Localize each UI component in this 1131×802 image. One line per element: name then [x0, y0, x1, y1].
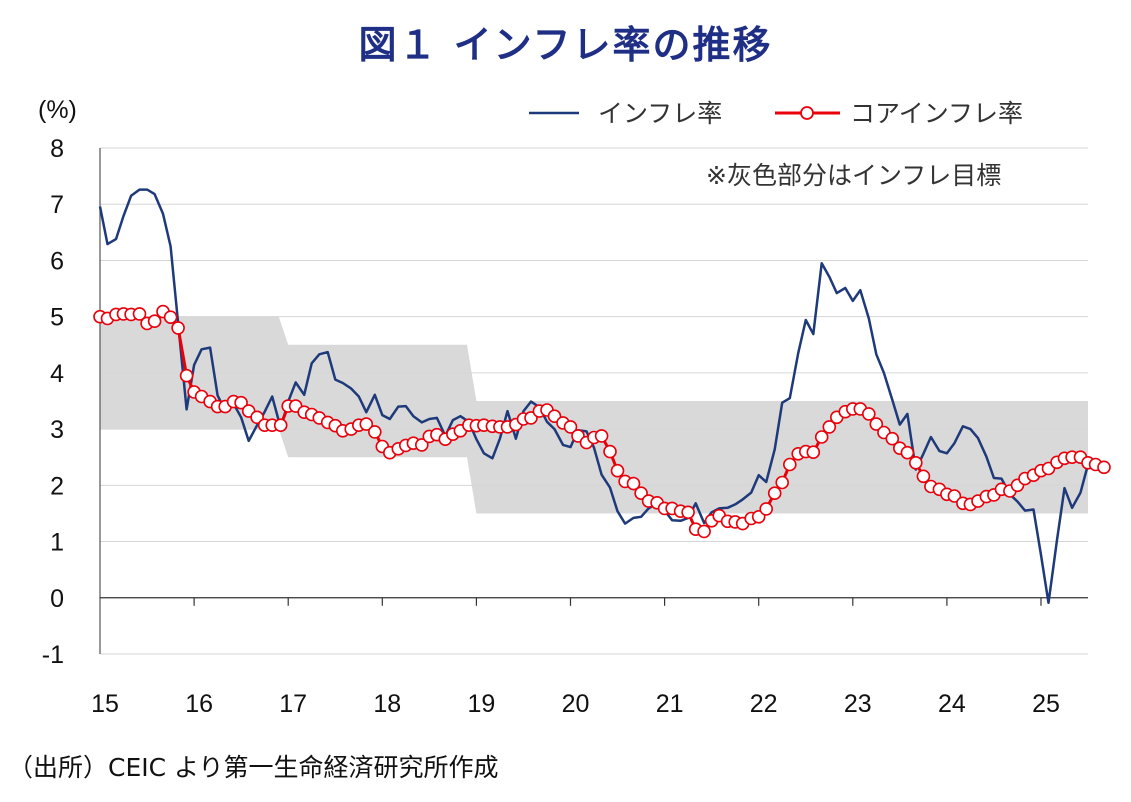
source-note: （出所）CEIC より第一生命経済研究所作成: [8, 753, 499, 782]
series-point-core: [179, 368, 194, 383]
series-layer: [93, 188, 1111, 605]
legend: インフレ率 コアインフレ率: [529, 99, 1023, 128]
series-point-core: [885, 431, 900, 446]
series-line-inflation: [98, 188, 1090, 605]
y-axis-unit-label: (%): [38, 96, 77, 124]
y-tick-label: 3: [50, 416, 64, 444]
series-point-core: [367, 425, 382, 439]
grid-layer: [100, 147, 1088, 655]
y-tick-label: 7: [50, 191, 64, 219]
x-tick-label: 17: [279, 690, 307, 718]
series-point-core: [806, 445, 821, 460]
x-tick-label: 25: [1032, 690, 1060, 718]
series-point-core: [132, 307, 147, 321]
y-tick-label: 1: [50, 529, 64, 557]
legend-label-core: コアインフレ率: [850, 99, 1023, 128]
series-point-core: [916, 469, 931, 484]
series-point-core: [814, 430, 829, 444]
series-point-core: [900, 445, 915, 460]
series-point-core: [563, 420, 578, 434]
y-tick-label: 2: [50, 472, 64, 500]
series-point-core: [171, 321, 185, 335]
y-tick-label: -1: [42, 641, 64, 669]
target-band-note: ※灰色部分はインフレ目標: [706, 161, 1001, 190]
x-tick-label: 15: [91, 690, 119, 718]
x-tick-label: 22: [750, 690, 778, 718]
legend-marker-core: [800, 106, 814, 120]
series-point-core: [414, 438, 429, 452]
series-point-core: [775, 475, 790, 490]
series-point-core: [163, 310, 178, 325]
series-point-core: [603, 444, 617, 459]
x-tick-label: 20: [562, 690, 590, 718]
series-point-core: [947, 489, 962, 503]
y-tick-label: 8: [50, 135, 64, 163]
series-point-core: [594, 429, 609, 443]
series-point-core: [1097, 460, 1111, 475]
x-tick-label: 24: [938, 690, 966, 718]
series-point-core: [147, 314, 162, 329]
series-point-core: [782, 457, 797, 472]
y-tick-label: 6: [50, 247, 64, 275]
x-tick-label: 18: [373, 690, 401, 718]
series-point-core: [626, 476, 641, 491]
legend-label-inflation: インフレ率: [598, 99, 722, 128]
series-point-core: [234, 395, 248, 410]
x-tick-label: 16: [185, 690, 213, 718]
series-point-core: [767, 486, 782, 501]
series-point-core: [273, 418, 288, 433]
series-point-core: [869, 417, 884, 431]
x-tick-label: 23: [844, 690, 872, 718]
series-point-core: [359, 417, 374, 431]
series-point-core: [759, 502, 774, 516]
y-tick-label: 5: [50, 304, 64, 332]
x-tick-label: 21: [656, 690, 684, 718]
series-point-core: [681, 505, 695, 520]
target-band: [100, 316, 1088, 514]
y-tick-label: 4: [50, 360, 64, 388]
series-point-core: [697, 524, 711, 539]
y-tick-label: 0: [50, 585, 64, 613]
series-point-core: [861, 407, 876, 421]
series-point-core: [822, 420, 837, 434]
target-band-layer: [100, 316, 1088, 514]
series-point-core: [610, 463, 625, 478]
x-tick-label: 19: [467, 690, 495, 718]
series-point-core: [908, 455, 923, 470]
figure-title: 図１ インフレ率の推移: [358, 23, 773, 67]
